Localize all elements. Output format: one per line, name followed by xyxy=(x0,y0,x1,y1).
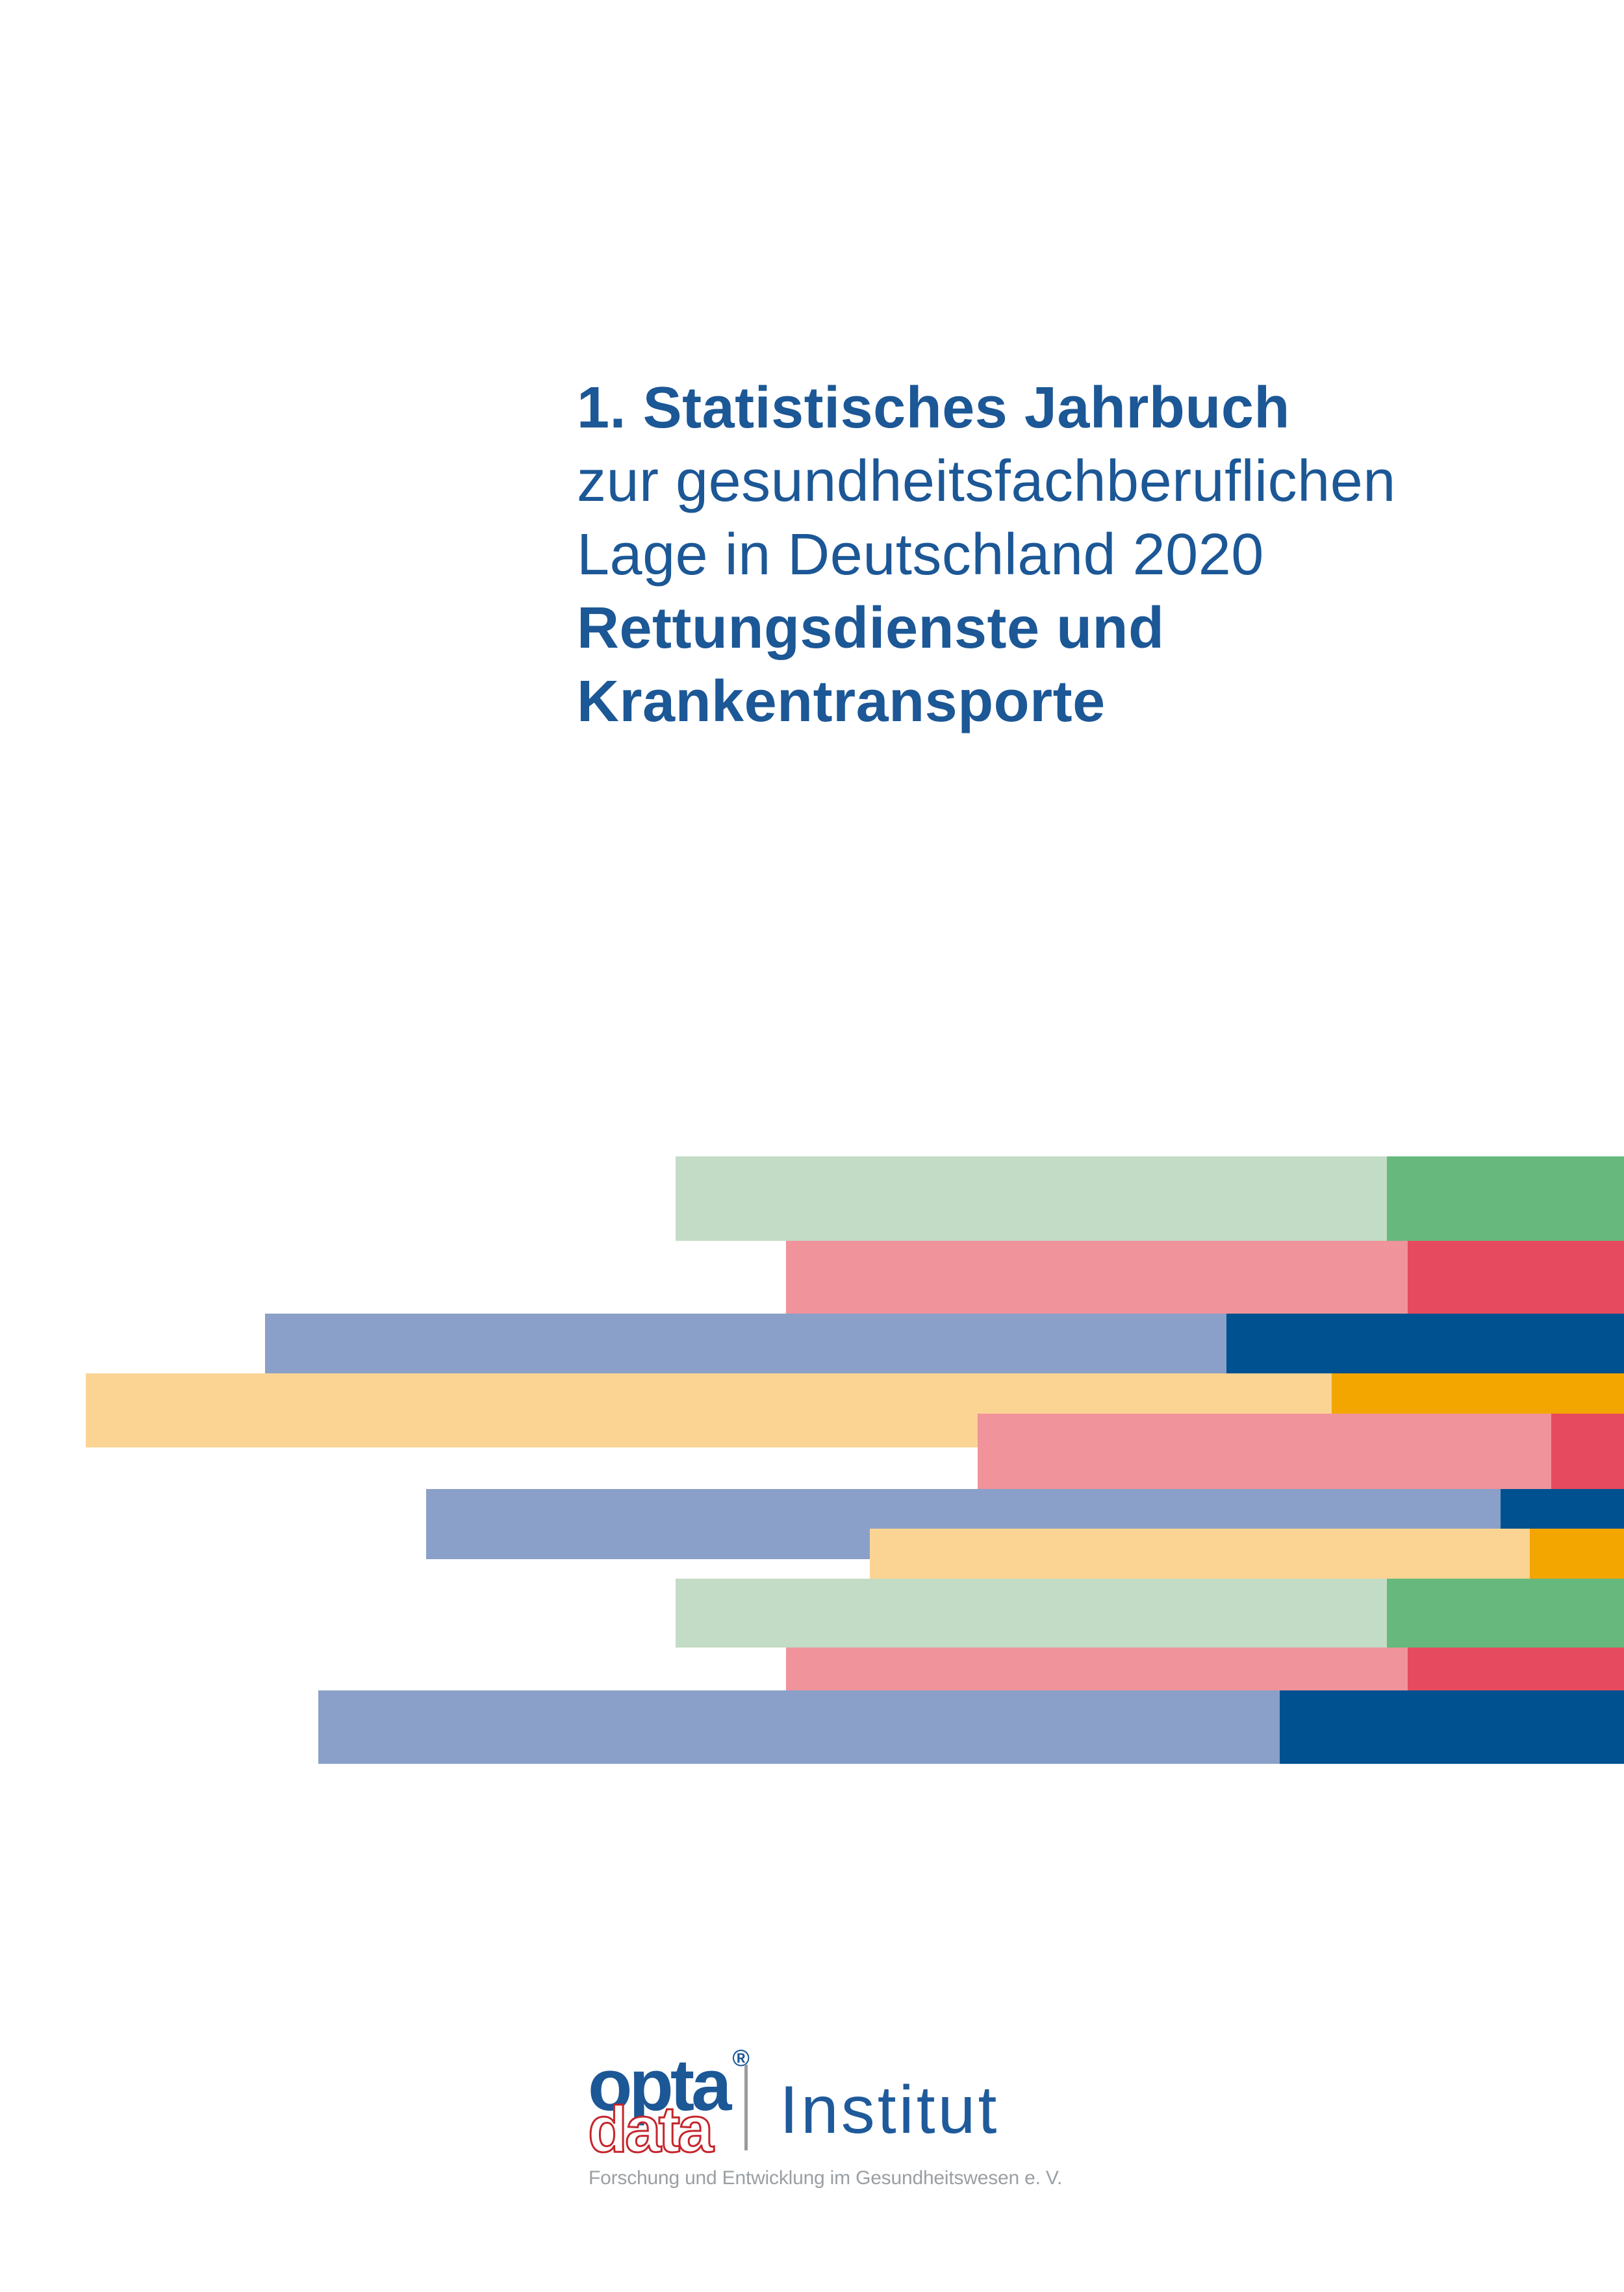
decorative-bar xyxy=(786,1648,1624,1690)
decorative-bar xyxy=(978,1414,1624,1489)
logo-divider xyxy=(744,2065,748,2150)
title-line-5: Krankentransporte xyxy=(577,669,1106,734)
decorative-bar xyxy=(265,1314,1624,1373)
bar-accent-tip xyxy=(1226,1314,1624,1373)
decorative-bar xyxy=(318,1690,1624,1764)
data-wordmark: data xyxy=(587,2093,715,2166)
institut-text: Institut xyxy=(780,2072,1000,2148)
title-line-1: 1. Statistisches Jahrbuch xyxy=(577,376,1290,440)
logo-subline: Forschung und Entwicklung im Gesundheits… xyxy=(589,2167,1063,2189)
bar-accent-tip xyxy=(1387,1579,1624,1648)
opta-text: opta xyxy=(588,2044,731,2126)
bar-accent-tip xyxy=(1280,1690,1624,1764)
title-line-3: Lage in Deutschland 2020 xyxy=(577,522,1264,587)
decorative-bar xyxy=(676,1579,1624,1648)
decorative-bar xyxy=(676,1156,1624,1241)
title-line-2: zur gesundheitsfachberuflichen xyxy=(577,449,1396,514)
opta-wordmark: opta ® xyxy=(588,2046,750,2122)
decorative-bar xyxy=(870,1529,1624,1579)
bar-accent-tip xyxy=(1408,1241,1624,1314)
title-line-4: Rettungsdienste und xyxy=(577,596,1165,661)
cover-title: 1. Statistisches Jahrbuch zur gesundheit… xyxy=(577,372,1396,739)
decorative-bar xyxy=(786,1241,1624,1314)
bar-accent-tip xyxy=(1530,1529,1624,1579)
bar-accent-tip xyxy=(1551,1414,1624,1489)
bar-accent-tip xyxy=(1387,1156,1624,1241)
bar-accent-tip xyxy=(1408,1648,1624,1690)
